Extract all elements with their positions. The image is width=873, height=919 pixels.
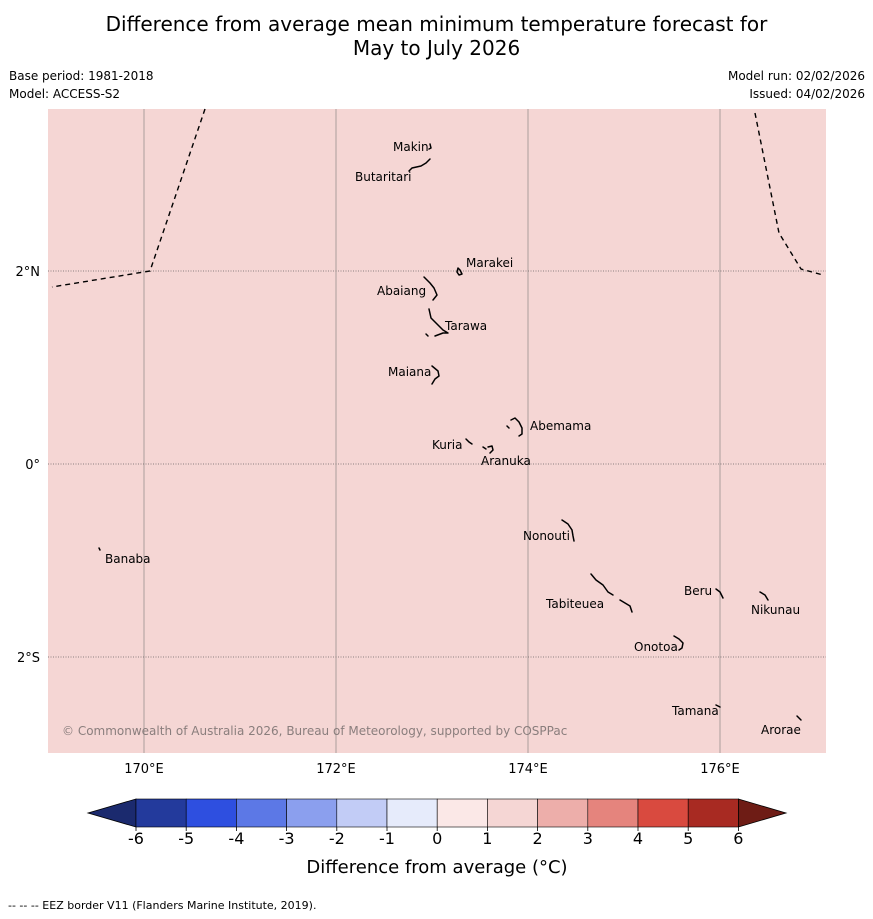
island-outline-onotoa (673, 635, 684, 651)
island-outline-arorae (796, 715, 802, 721)
meta-left: Base period: 1981-2018 Model: ACCESS-S2 (9, 67, 154, 103)
island-label-abaiang: Abaiang (377, 284, 426, 298)
copyright-text: © Commonwealth of Australia 2026, Bureau… (62, 724, 567, 738)
island-outline-tarawa (428, 308, 449, 337)
eez-footnote: -- -- -- EEZ border V11 (Flanders Marine… (8, 899, 317, 912)
colorbar-tick-label: -6 (128, 829, 144, 848)
lon-tick-label: 174°E (508, 762, 548, 777)
colorbar-label: Difference from average (°C) (306, 857, 567, 878)
island-label-nonouti: Nonouti (523, 529, 570, 543)
model-run-date: Model run: 02/02/2026 (727, 69, 865, 83)
lat-tick-label: 2°N (16, 265, 41, 280)
island-label-kuria: Kuria (432, 438, 463, 452)
island-label-aranuka: Aranuka (481, 454, 531, 468)
colorbar-tick-label: -5 (178, 829, 194, 848)
colorbar-segment (487, 798, 538, 828)
issued-date: Issued: 04/02/2026 (749, 87, 865, 101)
colorbar-segment (336, 798, 388, 828)
colorbar-tick-label: 6 (733, 829, 743, 848)
island-outline-maiana (431, 365, 440, 385)
island-label-abemama: Abemama (530, 419, 591, 433)
colorbar-segment (286, 798, 338, 828)
lat-tick-label: 0° (25, 458, 40, 473)
colorbar-segment (537, 798, 589, 828)
chart-title: Difference from average mean minimum tem… (0, 12, 873, 60)
island-label-beru: Beru (684, 584, 712, 598)
graticule (48, 109, 826, 753)
island-outline-marakei (456, 267, 463, 276)
colorbar-segment (236, 798, 287, 828)
colorbar-tick-label: -4 (228, 829, 244, 848)
island-label-tarawa: Tarawa (444, 319, 487, 333)
island-outline-abemama (510, 417, 523, 437)
island-outline-nikunau (759, 591, 769, 601)
island-label-butaritari: Butaritari (355, 170, 412, 184)
colorbar-segment (687, 798, 739, 828)
island-labels: Makin Butaritari Marakei Abaiang Tarawa Maian… (105, 140, 801, 737)
colorbar-segment (587, 798, 639, 828)
title-line-1: Difference from average mean minimum tem… (105, 12, 768, 36)
eez-borders (51, 108, 824, 288)
colorbar-tick-label: -1 (379, 829, 395, 848)
colorbar-tick-label: -3 (279, 829, 295, 848)
island-outline-kuria (465, 438, 473, 445)
meta-right: Model run: 02/02/2026 Issued: 04/02/2026 (728, 67, 865, 103)
island-outline-butaritari (408, 158, 431, 172)
island-label-maiana: Maiana (388, 365, 431, 379)
colorbar-segment (436, 798, 488, 828)
lon-tick-label: 176°E (700, 762, 740, 777)
island-outline-makin (428, 143, 432, 150)
island-label-marakei: Marakei (466, 256, 513, 270)
colorbar-tick-label: 3 (583, 829, 593, 848)
colorbar-tick-label: 4 (633, 829, 643, 848)
colorbar-tick-label: 5 (683, 829, 693, 848)
island-label-arorae: Arorae (761, 723, 801, 737)
colorbar-tick-labels: -6 -5 -4 -3 -2 -1 0 1 2 3 4 5 6 (128, 829, 743, 848)
colorbar-tick-label: -2 (329, 829, 345, 848)
model-name: Model: ACCESS-S2 (9, 87, 121, 101)
island-outline-nonouti (561, 519, 575, 542)
island-outline-abaiang (423, 276, 438, 301)
island-label-banaba: Banaba (105, 552, 151, 566)
colorbar-extend-low (86, 798, 137, 828)
colorbar (86, 798, 788, 831)
island-label-tabiteuea: Tabiteuea (545, 597, 604, 611)
island-outline-banaba (98, 547, 101, 551)
base-period: Base period: 1981-2018 (9, 69, 154, 83)
island-outline-beru (715, 588, 724, 599)
lon-tick-label: 170°E (124, 762, 164, 777)
colorbar-segment (185, 798, 237, 828)
axis-tick-labels: 170°E 172°E 174°E 176°E 2°N 0° 2°S (16, 265, 740, 777)
island-label-onotoa: Onotoa (634, 640, 678, 654)
island-label-nikunau: Nikunau (751, 603, 800, 617)
lon-tick-label: 172°E (316, 762, 356, 777)
colorbar-tick-label: 1 (482, 829, 492, 848)
colorbar-tick-label: 0 (432, 829, 442, 848)
colorbar-segment (386, 798, 438, 828)
island-label-makin: Makin (393, 140, 429, 154)
colorbar-tick-label: 2 (533, 829, 543, 848)
island-outline-tarawa-west (425, 333, 429, 337)
eez-border-west (51, 108, 206, 288)
eez-border-east (754, 112, 824, 276)
colorbar-segment (135, 798, 187, 828)
island-outline-abemama-west (506, 425, 510, 429)
title-line-2: May to July 2026 (352, 36, 521, 60)
lat-tick-label: 2°S (17, 651, 40, 666)
island-outline-tabiteuea (590, 573, 633, 613)
colorbar-extend-high (738, 798, 788, 828)
map-background (48, 109, 826, 753)
colorbar-segment (637, 798, 689, 828)
island-outline-tamana (715, 704, 721, 708)
island-label-tamana: Tamana (671, 704, 719, 718)
island-outline-aranuka (482, 445, 494, 454)
island-outlines (98, 143, 802, 721)
